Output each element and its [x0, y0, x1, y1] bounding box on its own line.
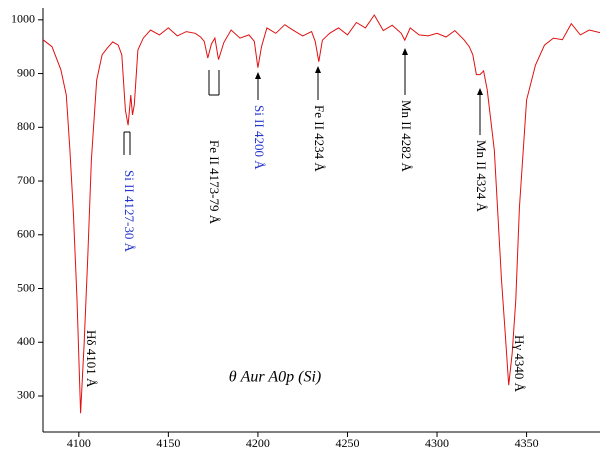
annotation: Hγ 4340 Å [512, 335, 527, 393]
y-tick-label: 1000 [11, 12, 35, 26]
annotation: Fe II 4173-79 Å [207, 140, 222, 225]
annotation: Mn II 4282 Å [399, 100, 414, 172]
arrow-head [255, 72, 261, 79]
annotation: Si II 4127-30 Å [122, 170, 137, 253]
y-tick-label: 400 [17, 334, 35, 348]
arrow-head [402, 48, 408, 55]
y-tick-label: 900 [17, 65, 35, 79]
arrow-head [477, 88, 483, 95]
annotation: Mn II 4324 Å [474, 140, 489, 212]
x-tick-label: 4250 [335, 436, 359, 449]
annotation: Hδ 4101 Å [84, 330, 99, 388]
spectrum-line [42, 14, 600, 414]
x-tick-label: 4150 [156, 436, 180, 449]
y-tick-label: 600 [17, 227, 35, 241]
chart-title: θ Aur A0p (Si) [229, 369, 321, 386]
fe-bracket [208, 70, 220, 96]
x-tick-label: 4350 [515, 436, 539, 449]
annotation: Si II 4200 Å [252, 105, 267, 170]
y-tick-label: 300 [17, 388, 35, 402]
bracket-lines [123, 70, 220, 155]
x-tick-label: 4300 [425, 436, 449, 449]
y-tick-label: 700 [17, 173, 35, 187]
annotation: Fe II 4234 Å [312, 105, 327, 172]
y-tick-label: 800 [17, 119, 35, 133]
x-tick-label: 4200 [246, 436, 270, 449]
x-tick-label: 4100 [67, 436, 91, 449]
y-tick-label: 500 [17, 280, 35, 294]
arrow-head [315, 66, 321, 73]
si-bracket [123, 131, 131, 155]
